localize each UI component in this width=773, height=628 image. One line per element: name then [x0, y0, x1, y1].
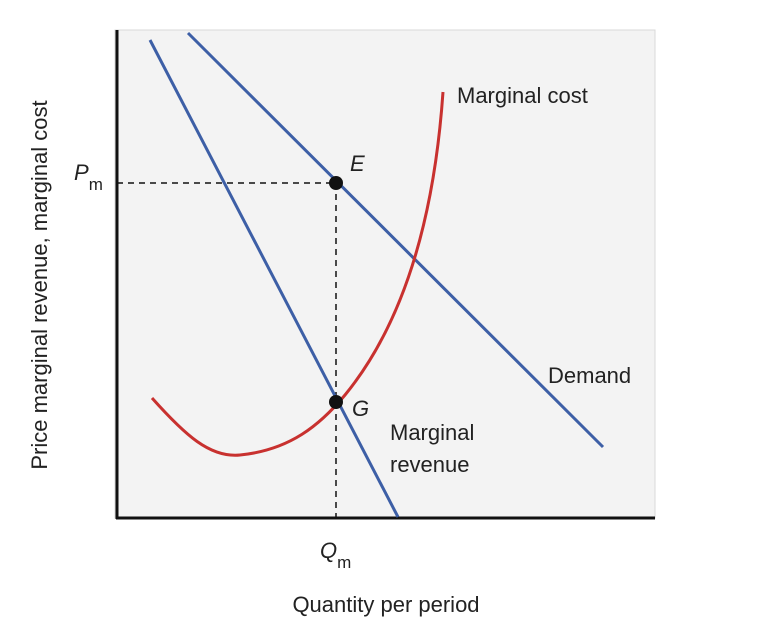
price-tick-label: Pm: [74, 160, 103, 194]
point-e-label: E: [350, 151, 365, 176]
marginal-cost-label: Marginal cost: [457, 83, 588, 108]
marginal-revenue-label: Marginal: [390, 420, 474, 445]
quantity-symbol: Q: [320, 538, 337, 563]
x-axis-label: Quantity per period: [292, 592, 479, 617]
demand-label: Demand: [548, 363, 631, 388]
y-axis-label: Price marginal revenue, marginal cost: [27, 100, 52, 469]
point-e: [329, 176, 343, 190]
plot-area: [114, 29, 656, 519]
marginal-revenue-label: revenue: [390, 452, 470, 477]
point-g-label: G: [352, 396, 369, 421]
point-g: [329, 395, 343, 409]
demand-curve: [186, 31, 605, 449]
quantity-tick-label: Qm: [320, 538, 351, 572]
marginal-cost-curve: [150, 91, 445, 457]
price-subscript: m: [89, 175, 103, 194]
quantity-subscript: m: [337, 553, 351, 572]
marginal-revenue-curve: [148, 39, 400, 518]
price-symbol: P: [74, 160, 89, 185]
